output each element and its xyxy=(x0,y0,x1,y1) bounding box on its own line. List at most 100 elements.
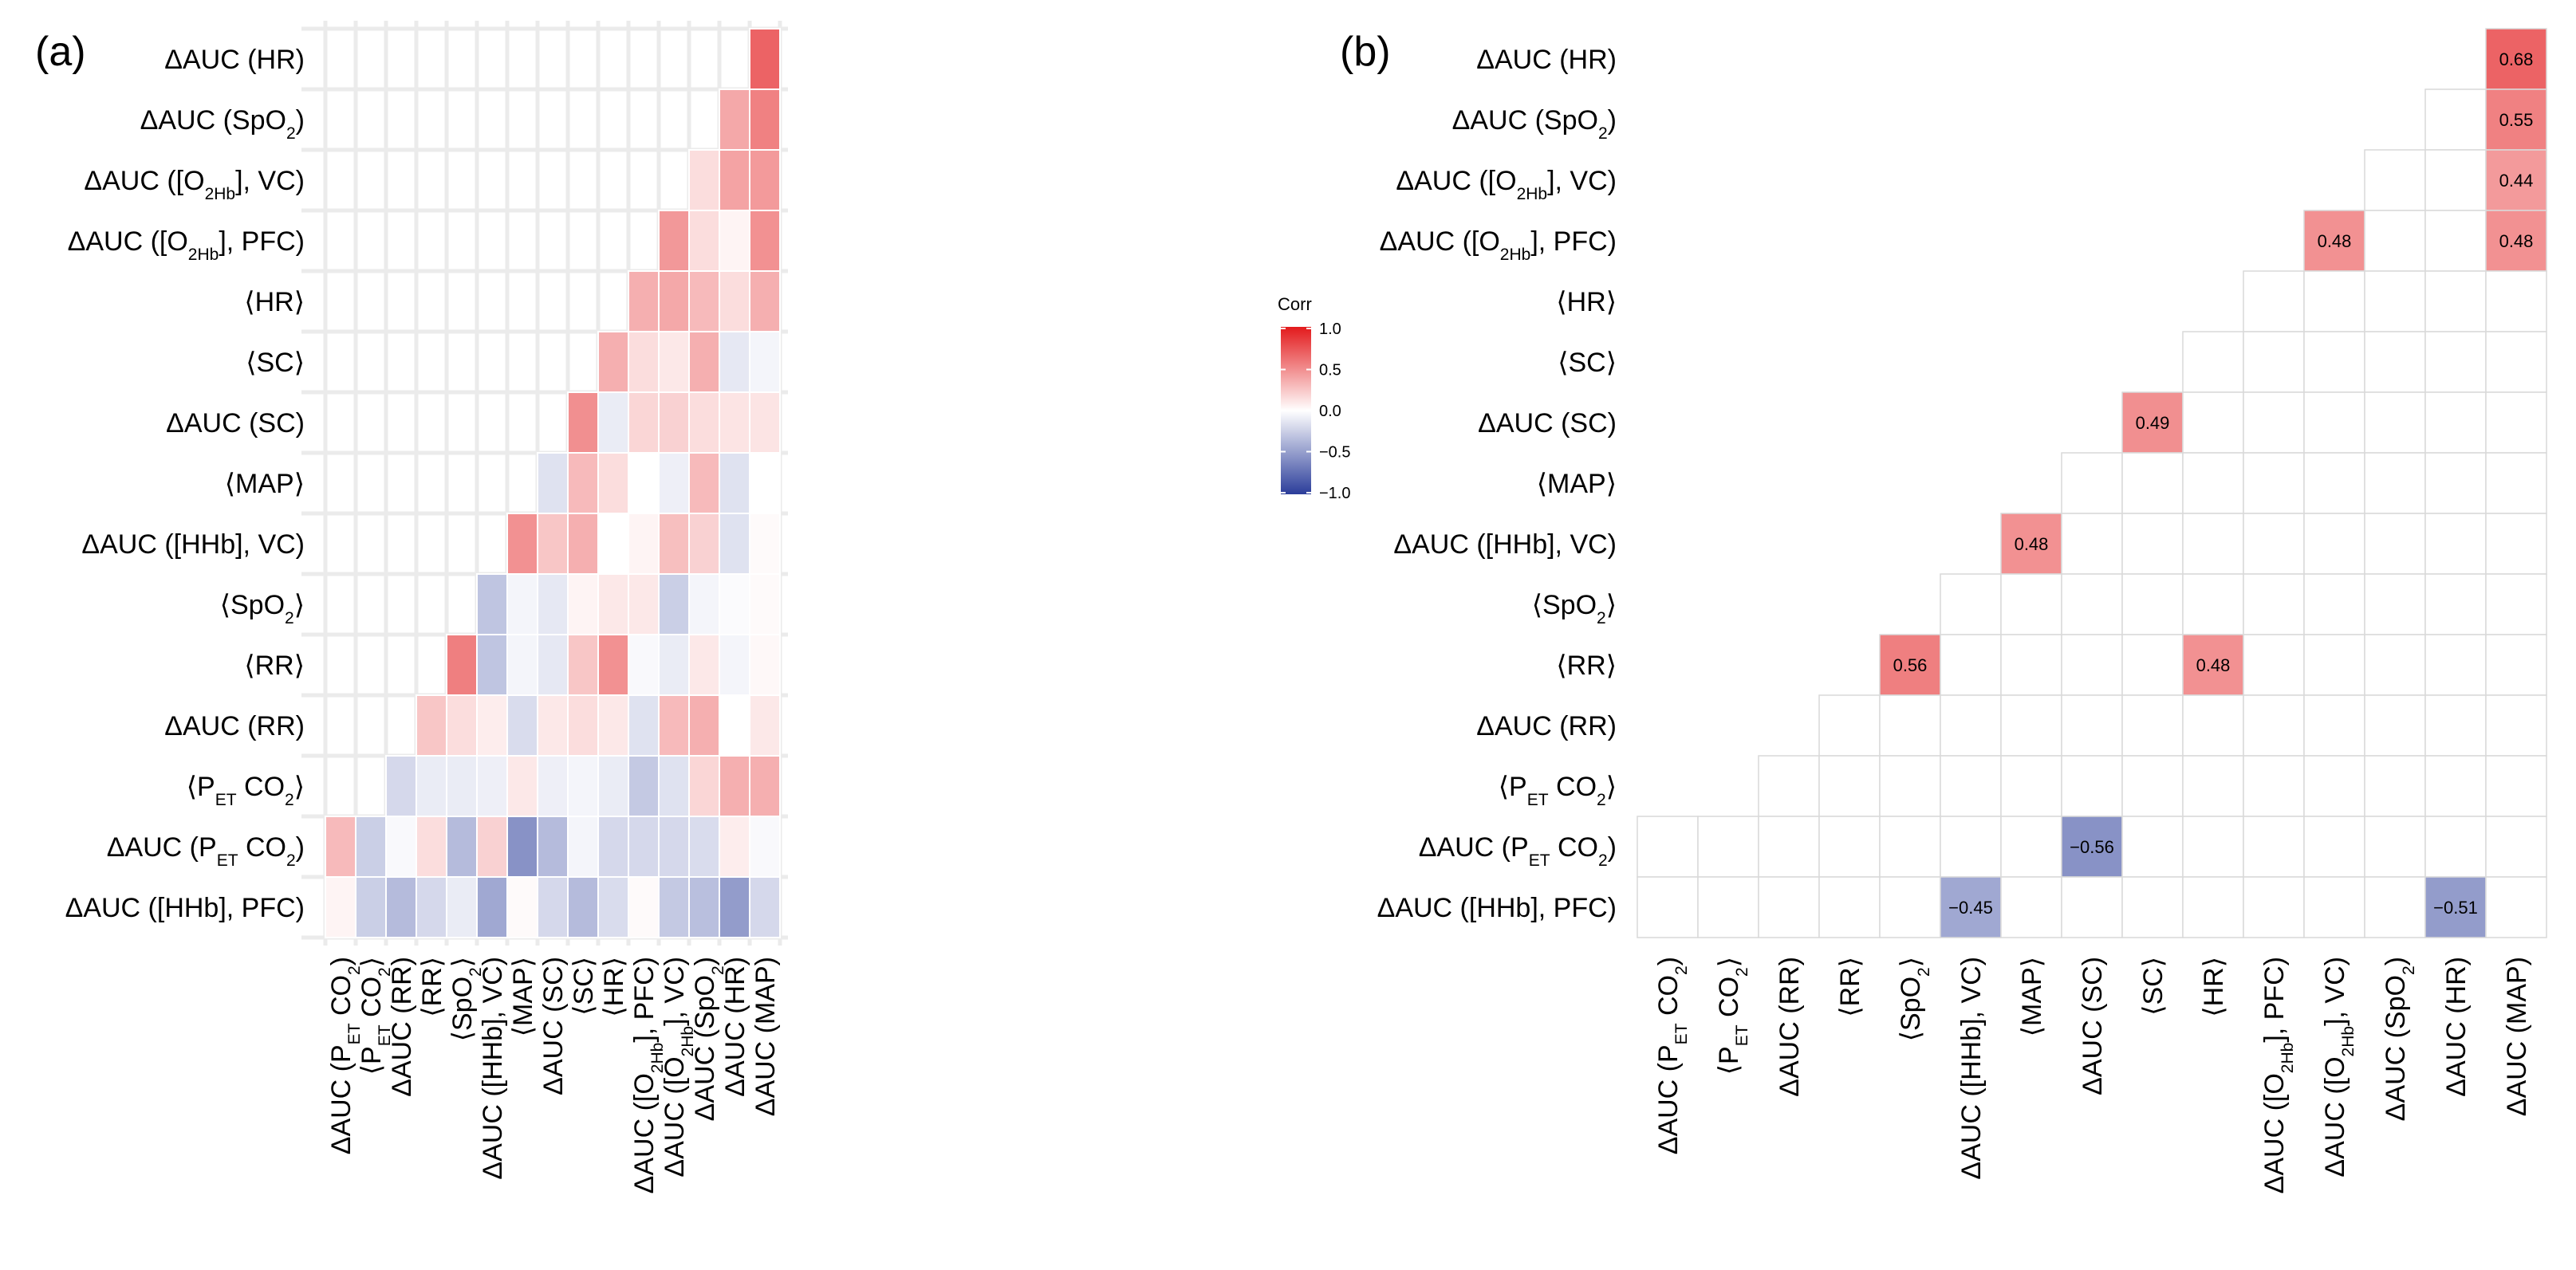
b-cell-auc-o-2hb-vc--auc-spo-2 xyxy=(2364,149,2426,211)
a-col-label-p-et-co-2: ⟨PET CO2⟩ xyxy=(356,957,394,1075)
a-cell-auc-p-et-co-2--map xyxy=(506,816,538,878)
a-cell-auc-rr--map xyxy=(506,694,538,757)
b-cell-hr--auc-o-2hb-vc xyxy=(2303,270,2365,332)
b-cell-rr--auc-hr xyxy=(2424,634,2487,696)
a-cell-auc-rr--auc-hr xyxy=(719,694,750,757)
a-cell-p-et-co-2--rr xyxy=(416,755,447,817)
a-cell-auc-hhb-vc--auc-spo-2 xyxy=(688,513,720,575)
b-row-label-auc-hhb-pfc: ΔAUC ([HHb], PFC) xyxy=(1377,893,1617,923)
b-col-label-p-et-co-2: ⟨PET CO2⟩ xyxy=(1714,957,1751,1075)
a-cell-map--auc-o-2hb-pfc xyxy=(628,452,660,514)
b-cell-auc-hhb-vc--auc-sc xyxy=(2061,513,2123,575)
panel-a-cells xyxy=(325,28,781,938)
a-cell-auc-hhb-vc--auc-o-2hb-vc xyxy=(658,513,690,575)
b-cell-auc-rr--auc-map xyxy=(2485,694,2547,757)
b-row-label-auc-hr: ΔAUC (HR) xyxy=(1476,45,1617,75)
b-col-label-auc-rr: ΔAUC (RR) xyxy=(1774,957,1805,1097)
b-cell-auc-spo-2--auc-map xyxy=(2485,88,2547,151)
b-col-label-map: ⟨MAP⟩ xyxy=(2017,957,2047,1036)
a-cell-hr--auc-o-2hb-vc xyxy=(658,270,690,332)
b-cell-map--auc-hr xyxy=(2424,452,2487,514)
a-cell-auc-hhb-vc--auc-hr xyxy=(719,513,750,575)
b-col-label-spo-2: ⟨SpO2⟩ xyxy=(1896,957,1933,1041)
a-cell-auc-rr--auc-o-2hb-pfc xyxy=(628,694,660,757)
b-row-label-p-et-co-2: ⟨PET CO2⟩ xyxy=(1499,772,1617,809)
a-cell-auc-sc--hr xyxy=(597,391,629,454)
a-cell-p-et-co-2--map xyxy=(506,755,538,817)
b-cell-auc-p-et-co-2--auc-map xyxy=(2485,816,2547,878)
b-cell-auc-hhb-pfc--auc-sc xyxy=(2061,876,2123,938)
b-cell-p-et-co-2--auc-o-2hb-vc xyxy=(2303,755,2365,817)
b-cell-rr--auc-o-2hb-vc xyxy=(2303,634,2365,696)
panel-a-row-labels: ΔAUC (HR) ΔAUC (SpO2) ΔAUC ([O2Hb], VC) ΔAU… xyxy=(65,45,305,923)
b-cell-hr--auc-spo-2 xyxy=(2364,270,2426,332)
b-cell-p-et-co-2--auc-hr xyxy=(2424,755,2487,817)
b-cell-map--auc-o-2hb-pfc xyxy=(2243,452,2305,514)
a-cell-auc-o-2hb-pfc--auc-spo-2 xyxy=(688,210,720,272)
a-cell-p-et-co-2--auc-hr xyxy=(719,755,750,817)
b-cell-rr--auc-hhb-vc xyxy=(1940,634,2002,696)
a-cell-auc-hhb-pfc--auc-o-2hb-pfc xyxy=(628,876,660,938)
a-cell-spo-2--auc-hr xyxy=(719,573,750,635)
b-cell-spo-2--hr xyxy=(2182,573,2244,635)
panel-b-column-labels: ΔAUC (PET CO2) ⟨PET CO2⟩ ΔAUC (RR) ⟨RR⟩ ⟨SpO… xyxy=(1653,957,2532,1193)
b-cell-spo-2--auc-sc xyxy=(2061,573,2123,635)
a-cell-auc-spo-2--auc-map xyxy=(749,88,781,151)
b-cell-auc-rr--auc-hhb-vc xyxy=(1940,694,2002,757)
a-cell-auc-rr--sc xyxy=(567,694,599,757)
a-col-label-spo-2: ⟨SpO2⟩ xyxy=(447,957,485,1041)
b-row-label-auc-o-2hb-pfc: ΔAUC ([O2Hb], PFC) xyxy=(1380,226,1617,264)
b-row-label-rr: ⟨RR⟩ xyxy=(1556,651,1617,681)
a-cell-auc-hhb-vc--auc-o-2hb-pfc xyxy=(628,513,660,575)
a-cell-spo-2--auc-spo-2 xyxy=(688,573,720,635)
legend-tick-label: 0.5 xyxy=(1319,362,1341,379)
a-cell-auc-p-et-co-2--auc-p-et-co-2 xyxy=(325,816,356,878)
a-cell-p-et-co-2--auc-rr xyxy=(385,755,417,817)
panel-b-significant-correlations: (b) 0.68 0.55 0.44 0.48 0.48 0.49 0.48 0.56 0.48… xyxy=(1340,28,2547,1193)
b-cell-auc-hhb-vc--map xyxy=(2000,513,2062,575)
b-cell-auc-p-et-co-2--auc-rr xyxy=(1758,816,1820,878)
a-cell-auc-sc--auc-o-2hb-vc xyxy=(658,391,690,454)
a-cell-hr--auc-hr xyxy=(719,270,750,332)
b-cell-spo-2--auc-hr xyxy=(2424,573,2487,635)
a-row-label-auc-hr: ΔAUC (HR) xyxy=(164,45,305,75)
a-cell-rr--auc-o-2hb-pfc xyxy=(628,634,660,696)
a-cell-auc-hhb-pfc--auc-p-et-co-2 xyxy=(325,876,356,938)
a-row-label-hr: ⟨HR⟩ xyxy=(244,287,305,317)
b-cell-p-et-co-2--spo-2 xyxy=(1879,755,1941,817)
b-cell-rr--auc-sc xyxy=(2061,634,2123,696)
b-cell-value: 0.49 xyxy=(2136,413,2170,433)
a-cell-rr--auc-hr xyxy=(719,634,750,696)
a-cell-rr--sc xyxy=(567,634,599,696)
a-cell-map--sc xyxy=(567,452,599,514)
b-row-label-hr: ⟨HR⟩ xyxy=(1556,287,1617,317)
b-cell-map--hr xyxy=(2182,452,2244,514)
b-cell-value: −0.51 xyxy=(2433,898,2478,918)
b-col-label-auc-o-2hb-pfc: ΔAUC ([O2Hb], PFC) xyxy=(2259,957,2297,1193)
a-cell-auc-hhb-pfc--auc-spo-2 xyxy=(688,876,720,938)
a-col-label-auc-o-2hb-vc: ΔAUC ([O2Hb], VC) xyxy=(660,957,697,1178)
a-cell-map--auc-hr xyxy=(719,452,750,514)
a-cell-auc-rr--spo-2 xyxy=(446,694,478,757)
b-cell-auc-p-et-co-2--auc-hr xyxy=(2424,816,2487,878)
a-cell-map--hr xyxy=(597,452,629,514)
b-cell-value: 0.48 xyxy=(2499,231,2534,251)
b-cell-auc-rr--auc-o-2hb-vc xyxy=(2303,694,2365,757)
a-cell-hr--auc-spo-2 xyxy=(688,270,720,332)
b-cell-auc-sc--auc-o-2hb-pfc xyxy=(2243,391,2305,454)
b-col-label-sc: ⟨SC⟩ xyxy=(2138,957,2168,1016)
b-cell-auc-p-et-co-2--auc-spo-2 xyxy=(2364,816,2426,878)
a-cell-auc-rr--auc-spo-2 xyxy=(688,694,720,757)
b-cell-p-et-co-2--rr xyxy=(1818,755,1881,817)
a-col-label-auc-hhb-vc: ΔAUC ([HHb], VC) xyxy=(478,957,508,1180)
a-cell-auc-p-et-co-2--auc-o-2hb-vc xyxy=(658,816,690,878)
b-cell-auc-sc--sc xyxy=(2121,391,2184,454)
a-cell-p-et-co-2--sc xyxy=(567,755,599,817)
b-cell-auc-sc--auc-map xyxy=(2485,391,2547,454)
b-cell-auc-o-2hb-pfc--auc-hr xyxy=(2424,210,2487,272)
b-cell-spo-2--auc-o-2hb-pfc xyxy=(2243,573,2305,635)
b-col-label-auc-p-et-co-2: ΔAUC (PET CO2) xyxy=(1653,957,1691,1154)
a-col-label-auc-p-et-co-2: ΔAUC (PET CO2) xyxy=(326,957,364,1154)
a-cell-auc-o-2hb-pfc--auc-hr xyxy=(719,210,750,272)
b-cell-auc-o-2hb-pfc--auc-spo-2 xyxy=(2364,210,2426,272)
